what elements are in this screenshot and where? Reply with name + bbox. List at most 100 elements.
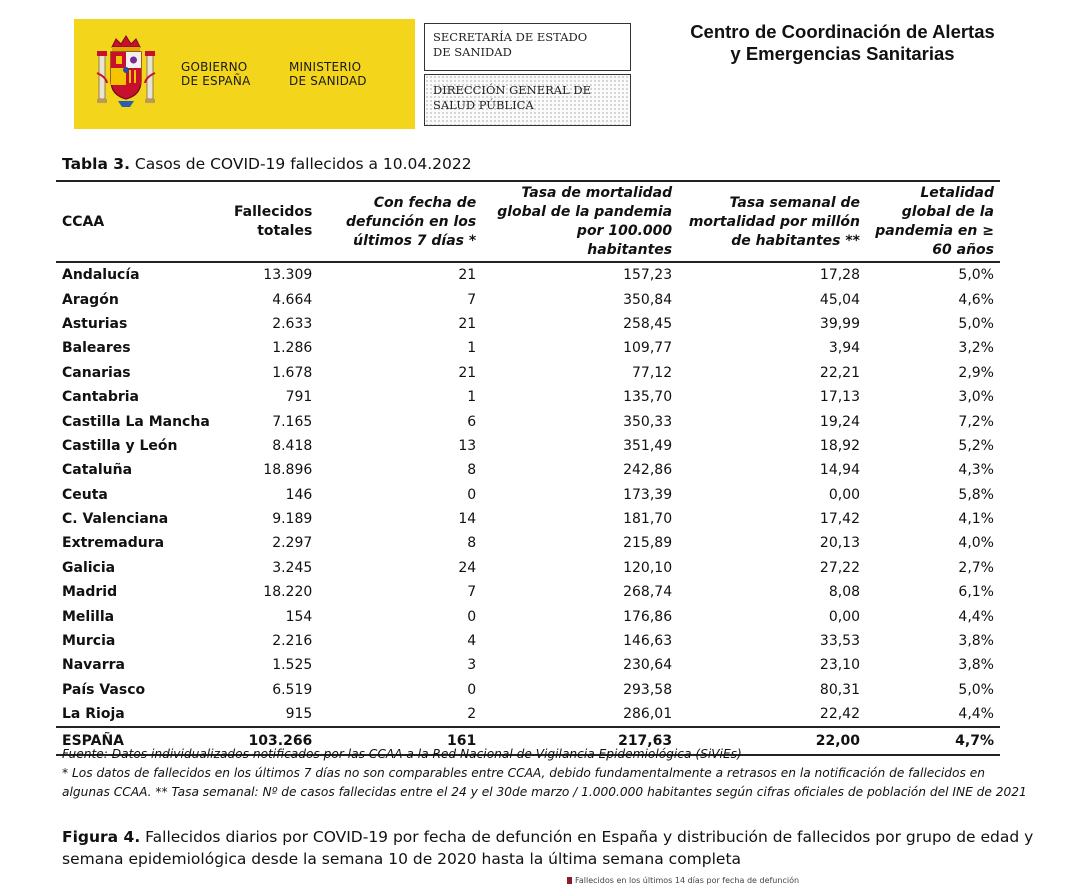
cell-ccaa: Andalucía <box>62 267 140 284</box>
table-row: La Rioja 915 2 286,01 22,42 4,4% <box>56 702 1000 727</box>
cell-letalidad: 3,8% <box>958 657 994 674</box>
cell-tasa-semanal: 0,00 <box>828 608 861 625</box>
cell-tasa-global: 350,84 <box>623 291 673 308</box>
header-ultimos-7-dias: Con fecha de defunción en los últimos 7 … <box>346 194 477 249</box>
cell-fallecidos: 2.216 <box>272 633 313 650</box>
table-row: Castilla La Mancha 7.165 6 350,33 19,24 7,2% <box>56 409 1000 433</box>
cell-fallecidos: 7.165 <box>272 413 313 430</box>
total-tasa-global: 217,63 <box>618 733 673 750</box>
table-title: Tabla 3. Casos de COVID-19 fallecidos a … <box>62 155 472 173</box>
cell-ccaa: Melilla <box>62 608 115 625</box>
cell-tasa-global: 258,45 <box>623 315 673 332</box>
cell-tasa-semanal: 80,31 <box>819 681 861 698</box>
header-letalidad: Letalidad global de la pandemia en ≥ 60 … <box>875 185 994 258</box>
cell-ultimos-7-dias: 1 <box>467 389 477 406</box>
cell-fallecidos: 9.189 <box>272 511 313 528</box>
table-row: Galicia 3.245 24 120,10 27,22 2,7% <box>56 556 1000 580</box>
cell-ccaa: Galicia <box>62 559 116 576</box>
table-row: Castilla y León 8.418 13 351,49 18,92 5,2% <box>56 434 1000 458</box>
cell-tasa-semanal: 0,00 <box>828 486 861 503</box>
table-row: Madrid 18.220 7 268,74 8,08 6,1% <box>56 580 1000 604</box>
cell-ccaa: Ceuta <box>62 486 108 503</box>
cell-ccaa: Madrid <box>62 584 118 601</box>
cell-tasa-global: 350,33 <box>623 413 673 430</box>
cell-fallecidos: 2.297 <box>272 535 313 552</box>
direccion-box: DIRECCIÓN GENERAL DE SALUD PÚBLICA <box>424 74 631 126</box>
cell-ccaa: La Rioja <box>62 706 125 723</box>
deaths-table: CCAA Fallecidos totales Con fecha de def… <box>56 180 1000 756</box>
table-row: País Vasco 6.519 0 293,58 80,31 5,0% <box>56 678 1000 702</box>
cell-tasa-global: 293,58 <box>623 681 673 698</box>
cell-fallecidos: 154 <box>285 608 313 625</box>
table-row: Navarra 1.525 3 230,64 23,10 3,8% <box>56 653 1000 677</box>
total-ccaa: ESPAÑA <box>62 733 125 750</box>
table-row: Cataluña 18.896 8 242,86 14,94 4,3% <box>56 458 1000 482</box>
secretaria-box: SECRETARÍA DE ESTADO DE SANIDAD <box>424 23 631 71</box>
table-row: Extremadura 2.297 8 215,89 20,13 4,0% <box>56 531 1000 555</box>
cell-ccaa: Baleares <box>62 340 131 357</box>
legend-label: Fallecidos en los últimos 14 días por fe… <box>575 876 800 885</box>
government-name: GOBIERNO DE ESPAÑA <box>181 60 251 88</box>
table-row: Murcia 2.216 4 146,63 33,53 3,8% <box>56 629 1000 653</box>
cell-letalidad: 5,8% <box>958 486 994 503</box>
total-letalidad: 4,7% <box>955 733 994 750</box>
cell-ultimos-7-dias: 8 <box>467 462 477 479</box>
table-row: C. Valenciana 9.189 14 181,70 17,42 4,1% <box>56 507 1000 531</box>
cell-ultimos-7-dias: 21 <box>458 267 477 284</box>
cell-letalidad: 5,2% <box>958 437 994 454</box>
table-row: Aragón 4.664 7 350,84 45,04 4,6% <box>56 287 1000 311</box>
cell-tasa-semanal: 27,22 <box>819 559 861 576</box>
cell-tasa-semanal: 22,21 <box>819 364 861 381</box>
cell-fallecidos: 18.220 <box>263 584 313 601</box>
cell-letalidad: 5,0% <box>958 267 994 284</box>
cell-tasa-semanal: 8,08 <box>828 584 861 601</box>
table-label: Tabla 3. <box>62 155 130 173</box>
figure-caption: Figura 4. Fallecidos diarios por COVID-1… <box>62 826 1062 870</box>
cell-fallecidos: 1.286 <box>272 340 313 357</box>
cell-tasa-global: 230,64 <box>623 657 673 674</box>
cell-tasa-global: 77,12 <box>632 364 673 381</box>
cell-ccaa: Extremadura <box>62 535 165 552</box>
cell-letalidad: 4,0% <box>958 535 994 552</box>
total-tasa-semanal: 22,00 <box>815 733 861 750</box>
cell-letalidad: 4,6% <box>958 291 994 308</box>
cell-tasa-global: 176,86 <box>623 608 673 625</box>
figure-label: Figura 4. <box>62 828 141 846</box>
legend-swatch <box>567 877 572 884</box>
note-source: Fuente: Datos individualizados notificad… <box>62 747 742 761</box>
cell-fallecidos: 13.309 <box>263 267 313 284</box>
header-tasa-semanal: Tasa semanal de mortalidad por millón de… <box>688 194 861 249</box>
government-logo-block: GOBIERNO DE ESPAÑA MINISTERIO DE SANIDAD <box>74 19 415 129</box>
cell-letalidad: 4,4% <box>958 608 994 625</box>
cell-ultimos-7-dias: 1 <box>467 340 477 357</box>
table-row: Cantabria 791 1 135,70 17,13 3,0% <box>56 385 1000 409</box>
figure-caption-text: Fallecidos diarios por COVID-19 por fech… <box>62 828 1034 868</box>
cell-letalidad: 6,1% <box>958 584 994 601</box>
cell-ccaa: Castilla La Mancha <box>62 413 210 430</box>
cell-ultimos-7-dias: 0 <box>467 681 477 698</box>
cell-tasa-global: 157,23 <box>623 267 673 284</box>
note-asterisk-1: * Los datos de fallecidos en los últimos… <box>62 766 985 780</box>
cell-letalidad: 7,2% <box>958 413 994 430</box>
cell-fallecidos: 146 <box>285 486 313 503</box>
cell-letalidad: 5,0% <box>958 681 994 698</box>
header-fallecidos-totales: Fallecidos totales <box>233 204 313 239</box>
cell-tasa-global: 120,10 <box>623 559 673 576</box>
cell-tasa-global: 135,70 <box>623 389 673 406</box>
chart-legend: Fallecidos en los últimos 14 días por fe… <box>567 876 799 885</box>
cell-ccaa: Aragón <box>62 291 119 308</box>
cell-tasa-semanal: 23,10 <box>819 657 861 674</box>
cell-fallecidos: 6.519 <box>272 681 313 698</box>
cell-tasa-global: 351,49 <box>623 437 673 454</box>
cell-tasa-semanal: 17,28 <box>819 267 861 284</box>
table-total-row: ESPAÑA 103.266 161 217,63 22,00 4,7% <box>56 727 1000 756</box>
cell-letalidad: 4,4% <box>958 706 994 723</box>
cell-tasa-global: 215,89 <box>623 535 673 552</box>
cell-ccaa: Cataluña <box>62 462 133 479</box>
cell-letalidad: 3,8% <box>958 633 994 650</box>
cell-tasa-global: 109,77 <box>623 340 673 357</box>
table-row: Melilla 154 0 176,86 0,00 4,4% <box>56 604 1000 628</box>
total-fallecidos: 103.266 <box>248 733 313 750</box>
note-asterisk-2: algunas CCAA. ** Tasa semanal: Nº de cas… <box>62 785 1027 799</box>
cell-ultimos-7-dias: 4 <box>467 633 477 650</box>
